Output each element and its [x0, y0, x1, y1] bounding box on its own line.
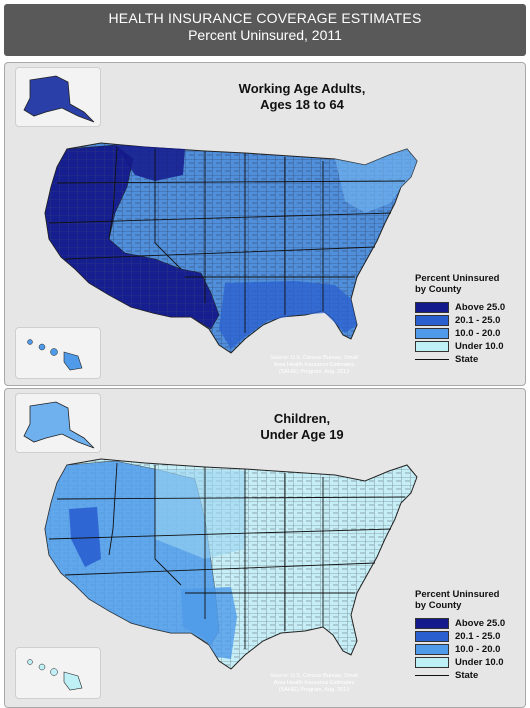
alaska-map — [23, 401, 95, 449]
alaska-inset — [15, 67, 101, 127]
hawaii-inset — [15, 327, 101, 379]
legend-swatch — [415, 617, 449, 629]
legend-label: 10.0 - 20.0 — [455, 327, 501, 339]
source-line2: Area Health Insurance Estimates — [273, 680, 355, 686]
legend-swatch — [415, 340, 449, 352]
legend-label: Under 10.0 — [455, 340, 504, 352]
legend-title: Percent Uninsured by County — [415, 273, 505, 295]
region-montana-dark — [115, 145, 185, 181]
legend-label: 20.1 - 25.0 — [455, 314, 501, 326]
legend-item: Under 10.0 — [415, 340, 505, 352]
legend-title-line2: by County — [415, 600, 462, 611]
region-texas-mid — [181, 587, 237, 659]
legend-item: Under 10.0 — [415, 656, 505, 668]
legend-swatch — [415, 327, 449, 339]
panel-title-line1: Working Age Adults, — [238, 81, 366, 96]
legend-swatch — [415, 314, 449, 326]
page-subtitle: Percent Uninsured, 2011 — [188, 27, 342, 43]
legend-title-line1: Percent Uninsured — [415, 589, 500, 600]
legend-label: State — [455, 669, 479, 681]
map-panel-children: Children, Under Age 19 Source: U.S. Cens… — [4, 388, 526, 708]
panel-title-adults: Working Age Adults, Ages 18 to 64 — [217, 81, 387, 113]
source-line1: Source: U.S. Census Bureau, Small — [270, 673, 358, 679]
legend-item: 10.0 - 20.0 — [415, 643, 505, 655]
source-note: Source: U.S. Census Bureau, Small Area H… — [249, 673, 379, 694]
page-header: HEALTH INSURANCE COVERAGE ESTIMATES Perc… — [4, 4, 526, 56]
hawaii-map — [27, 339, 83, 371]
alaska-map — [23, 75, 95, 123]
legend-title: Percent Uninsured by County — [415, 589, 505, 611]
region-plains-light — [155, 469, 245, 559]
legend-title-line2: by County — [415, 284, 462, 295]
us-map-children — [44, 458, 418, 670]
panel-title-line2: Ages 18 to 64 — [260, 97, 344, 112]
legend-item: Above 25.0 — [415, 301, 505, 313]
legend-item-state: State — [415, 353, 505, 365]
legend-state-line — [415, 674, 449, 676]
source-line1: Source: U.S. Census Bureau, Small — [270, 355, 358, 361]
legend-item: Above 25.0 — [415, 617, 505, 629]
source-line3: (SAHIE) Program, Aug. 2013 — [278, 369, 350, 375]
hawaii-inset — [15, 647, 101, 699]
map-panel-adults: Working Age Adults, Ages 18 to 64 Source… — [4, 62, 526, 386]
region-south-mid — [219, 281, 357, 349]
legend-label: 20.1 - 25.0 — [455, 630, 501, 642]
legend-item: 10.0 - 20.0 — [415, 327, 505, 339]
region-west-dark — [44, 144, 220, 330]
legend-item-state: State — [415, 669, 505, 681]
page-title: HEALTH INSURANCE COVERAGE ESTIMATES — [108, 10, 422, 26]
legend-swatch — [415, 301, 449, 313]
panel-title-children: Children, Under Age 19 — [217, 411, 387, 443]
legend-label: Above 25.0 — [455, 617, 506, 629]
legend-children: Percent Uninsured by County Above 25.0 2… — [415, 589, 505, 682]
panel-title-line1: Children, — [273, 411, 331, 426]
source-note: Source: U.S. Census Bureau, Small Area H… — [249, 355, 379, 376]
source-line2: Area Health Insurance Estimates — [273, 362, 355, 368]
legend-item: 20.1 - 25.0 — [415, 314, 505, 326]
legend-state-line — [415, 358, 449, 360]
legend-label: 10.0 - 20.0 — [455, 643, 501, 655]
legend-label: State — [455, 353, 479, 365]
state-lines — [48, 146, 406, 333]
legend-title-line1: Percent Uninsured — [415, 273, 500, 284]
legend-swatch — [415, 643, 449, 655]
region-nevada-dark — [69, 507, 101, 567]
hawaii-map — [27, 659, 83, 691]
legend-label: Above 25.0 — [455, 301, 506, 313]
state-lines — [48, 462, 406, 649]
panel-title-line2: Under Age 19 — [260, 427, 344, 442]
legend-swatch — [415, 656, 449, 668]
alaska-inset — [15, 393, 101, 453]
legend-item: 20.1 - 25.0 — [415, 630, 505, 642]
legend-swatch — [415, 630, 449, 642]
source-line3: (SAHIE) Program, Aug. 2013 — [278, 687, 350, 693]
legend-adults: Percent Uninsured by County Above 25.0 2… — [415, 273, 505, 366]
us-map-adults — [44, 142, 418, 354]
legend-label: Under 10.0 — [455, 656, 504, 668]
